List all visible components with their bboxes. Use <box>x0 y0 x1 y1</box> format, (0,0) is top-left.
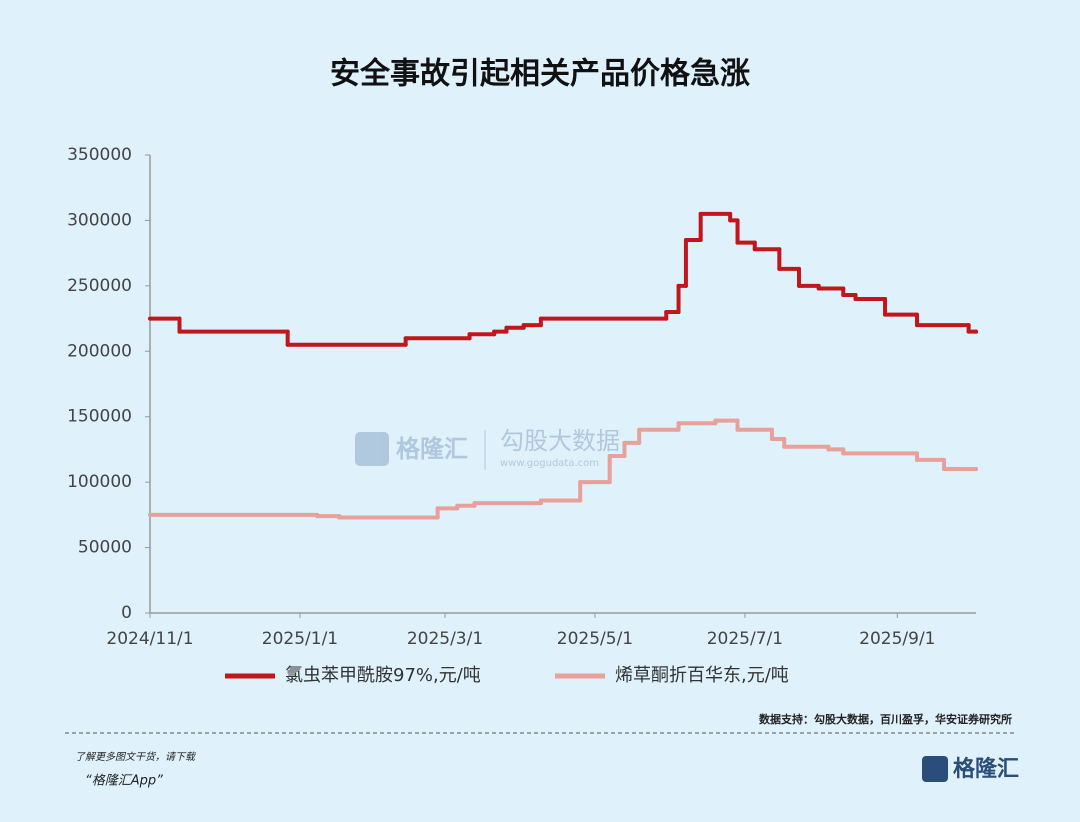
watermark-logo <box>355 432 389 466</box>
logo-icon <box>922 756 948 782</box>
watermark-name: 勾股大数据 <box>500 427 620 455</box>
y-tick-label: 250000 <box>67 276 132 296</box>
y-tick-label: 150000 <box>67 407 132 427</box>
y-tick-label: 350000 <box>67 145 132 165</box>
footer-text: 了解更多图文干货，请下载 <box>75 751 197 763</box>
y-tick-label: 50000 <box>78 538 132 558</box>
logo-text: 格隆汇 <box>953 756 1019 782</box>
y-tick-label: 300000 <box>67 210 132 230</box>
watermark-brand: 格隆汇 <box>396 435 468 463</box>
x-tick-label: 2025/9/1 <box>859 629 935 649</box>
source: 数据支持：勾股大数据，百川盈孚，华安证券研究所 <box>759 712 1012 726</box>
x-tick-label: 2025/7/1 <box>707 629 783 649</box>
watermark-url: www.gogudata.com <box>500 458 599 469</box>
chart-title: 安全事故引起相关产品价格急涨 <box>330 57 750 92</box>
legend-label: 氯虫苯甲酰胺97%,元/吨 <box>285 665 481 686</box>
footer-app: “格隆汇App” <box>85 774 163 789</box>
y-tick-label: 0 <box>121 603 132 623</box>
x-tick-label: 2025/5/1 <box>557 629 633 649</box>
legend-label: 烯草酮折百华东,元/吨 <box>615 665 789 686</box>
x-tick-label: 2024/11/1 <box>106 629 193 649</box>
y-tick-label: 200000 <box>67 341 132 361</box>
x-tick-label: 2025/3/1 <box>407 629 483 649</box>
watermark: 格隆汇 勾股大数据 www.gogudata.com <box>355 427 620 470</box>
y-tick-label: 100000 <box>67 472 132 492</box>
x-tick-label: 2025/1/1 <box>262 629 338 649</box>
